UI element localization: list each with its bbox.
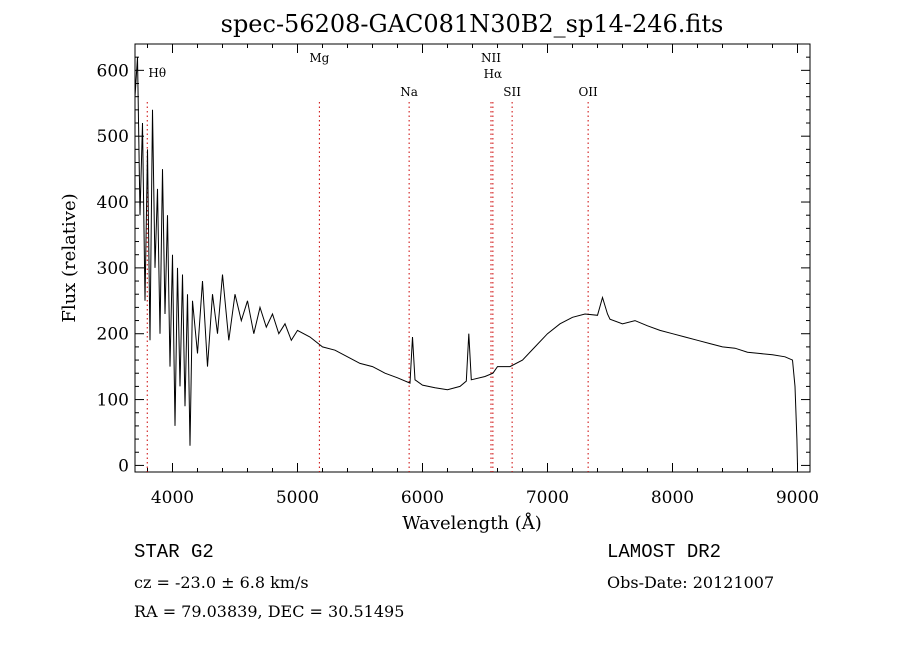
coordinates-info: RA = 79.03839, DEC = 30.51495 [134, 602, 404, 621]
survey-name: LAMOST DR2 [607, 541, 721, 563]
plot-area: 4000 5000 6000 7000 8000 9000 0 100 200 300 400 500… [97, 43, 819, 508]
spectral-line-label: Hα [484, 67, 503, 81]
redshift-info: cz = -23.0 ± 6.8 km/s [134, 573, 309, 592]
spectral-line-label: OII [578, 85, 598, 99]
y-tick-label: 0 [118, 456, 129, 476]
y-tick-label: 600 [97, 61, 129, 81]
spectral-line-label: Mg [309, 51, 329, 65]
x-axis-label: Wavelength (Å) [402, 512, 542, 534]
x-tick-label: 6000 [401, 488, 444, 508]
y-tick-label: 300 [97, 259, 129, 279]
y-tick-label: 400 [97, 193, 129, 213]
spectral-line-label: Na [400, 85, 418, 99]
x-tick-label: 5000 [276, 488, 319, 508]
chart-title: spec-56208-GAC081N30B2_sp14-246.fits [221, 10, 724, 38]
spectrum-series-line [134, 57, 798, 466]
x-tick-label: 7000 [526, 488, 569, 508]
spectral-line-label: NII [481, 51, 501, 65]
object-class: STAR G2 [134, 541, 214, 563]
x-tick-label: 4000 [151, 488, 194, 508]
x-tick-label: 9000 [776, 488, 819, 508]
spectral-line-label: SII [503, 85, 521, 99]
observation-date: Obs-Date: 20121007 [607, 573, 774, 592]
y-axis-label: Flux (relative) [59, 193, 80, 322]
y-tick-label: 500 [97, 127, 129, 147]
plot-frame [134, 43, 811, 473]
y-tick-label: 100 [97, 391, 129, 411]
x-tick-label: 8000 [651, 488, 694, 508]
y-tick-label: 200 [97, 325, 129, 345]
spectral-line-label: Hθ [148, 66, 166, 80]
